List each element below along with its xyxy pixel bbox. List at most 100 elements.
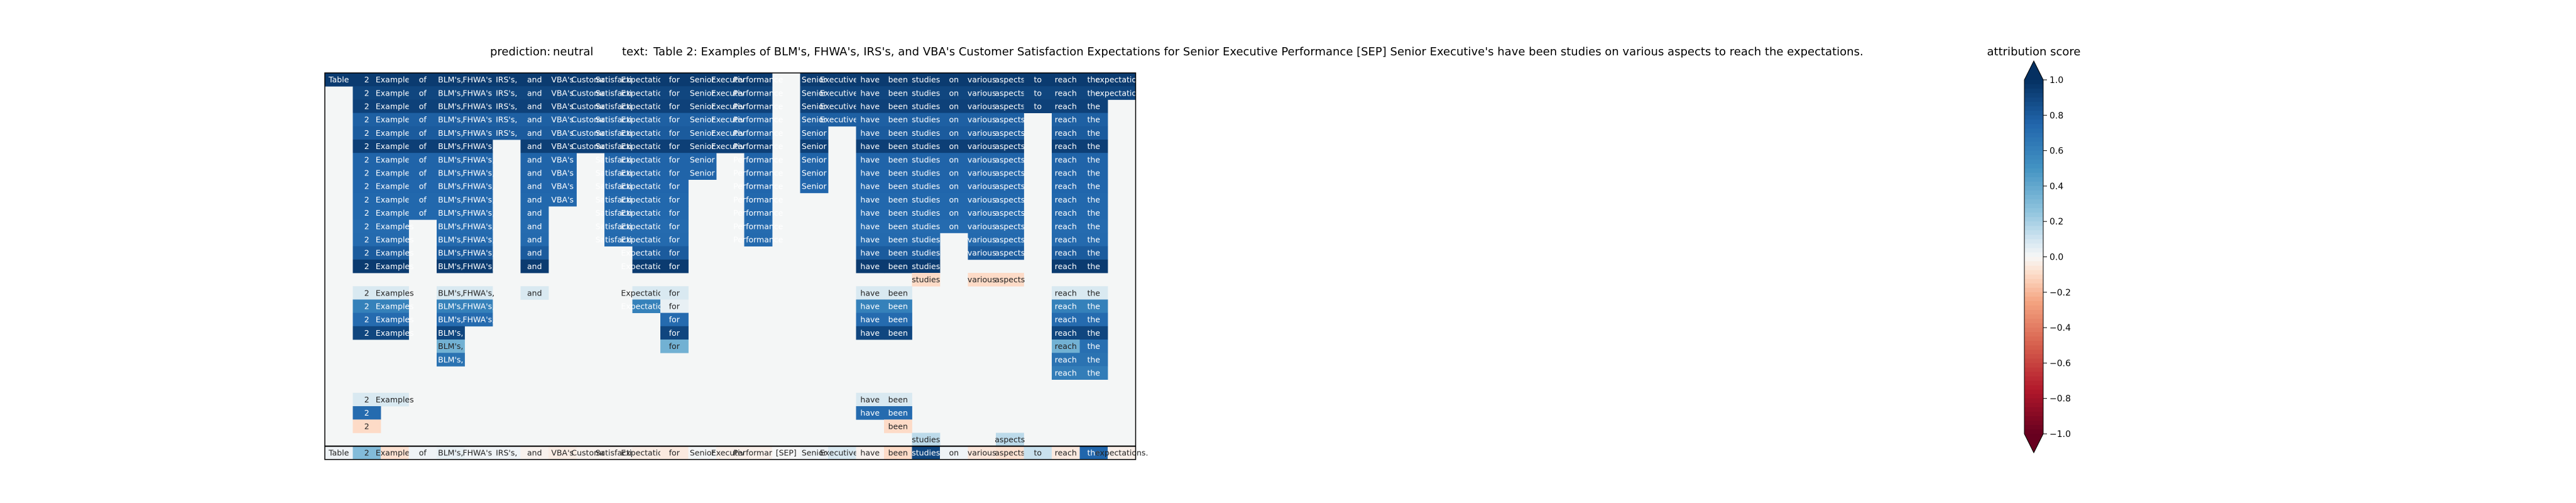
cell-fill xyxy=(548,179,577,194)
cell-fill xyxy=(1052,326,1080,340)
cell-token-label: 2 xyxy=(364,448,369,458)
cell-fill xyxy=(520,113,549,127)
heatmap-cell: Expectations xyxy=(621,126,672,140)
cell-fill xyxy=(604,126,633,140)
cell-fill xyxy=(352,192,381,207)
heatmap-cell: the xyxy=(1079,259,1108,274)
cell-token-label: Customer xyxy=(571,141,610,151)
cell-token-label: FHWA's, xyxy=(462,315,494,324)
heatmap-cell: FHWA's, xyxy=(462,153,494,167)
heatmap-cell: BLM's, xyxy=(437,166,465,180)
cell-token-label: various xyxy=(968,195,996,204)
cell-fill xyxy=(940,126,968,140)
cell-token-label: have xyxy=(860,262,880,271)
cell-token-label: the xyxy=(1087,182,1100,191)
cell-token-label: Performance xyxy=(733,195,783,204)
heatmap-cell: BLM's, xyxy=(437,86,465,100)
cell-token-label: studies xyxy=(912,182,940,191)
cell-token-label: 2 xyxy=(364,248,369,258)
cell-fill xyxy=(632,113,661,127)
cell-fill xyxy=(884,206,912,220)
heatmap-cell: reach xyxy=(1052,86,1080,100)
heatmap-cell: FHWA's, xyxy=(462,126,494,140)
cell-fill xyxy=(548,153,577,167)
cell-token-label: and xyxy=(527,448,542,458)
cell-token-label: FHWA's, xyxy=(462,141,494,151)
cell-fill xyxy=(604,73,633,87)
cell-token-label: Senior xyxy=(690,169,716,178)
cell-fill xyxy=(1052,233,1080,246)
colorbar-band xyxy=(2024,199,2043,204)
cell-fill xyxy=(744,153,773,167)
cell-token-label: have xyxy=(860,448,880,458)
cell-fill xyxy=(912,219,941,233)
heatmap-cell: BLM's, xyxy=(437,233,465,246)
cell-token-label: been xyxy=(888,315,908,324)
cell-fill xyxy=(352,446,381,460)
cell-token-label: aspects xyxy=(995,275,1025,284)
heatmap-cell: have xyxy=(856,179,885,194)
heatmap-cells: Table 2 Examples of BLM's, FHWA's, IRS's, and VB… xyxy=(325,73,1148,446)
cell-token-label: Satisfaction xyxy=(596,102,641,111)
cell-token-label: the xyxy=(1087,75,1100,84)
cell-fill xyxy=(464,86,493,100)
cell-token-label: studies xyxy=(912,128,940,138)
cell-token-label: Senior xyxy=(802,115,827,124)
cell-fill xyxy=(856,153,885,167)
heatmap-cell: have xyxy=(856,312,885,327)
cell-token-label: various xyxy=(968,155,996,164)
cell-token-label: studies xyxy=(912,435,940,445)
cell-fill xyxy=(884,446,912,460)
cell-fill xyxy=(408,153,437,167)
cell-fill xyxy=(352,259,381,274)
cell-fill xyxy=(381,99,409,113)
cell-token-label: VBA's xyxy=(551,169,574,178)
heatmap-cell: various xyxy=(968,153,996,167)
cell-token-label: reach xyxy=(1055,102,1077,111)
heatmap-cell: Senior xyxy=(800,73,829,87)
cell-token-label: reach xyxy=(1055,302,1077,311)
heatmap-cell: for xyxy=(660,113,689,127)
cell-fill xyxy=(996,219,1024,233)
cell-fill xyxy=(940,153,968,167)
cell-fill xyxy=(912,246,941,260)
heatmap-cell: Satisfaction xyxy=(596,73,641,87)
cell-token-label: Expectations xyxy=(621,169,672,178)
cell-fill xyxy=(352,326,381,340)
cell-token-label: of xyxy=(419,75,427,84)
colorbar-tick-label: −0.4 xyxy=(2049,323,2071,333)
cell-token-label: BLM's, xyxy=(438,355,463,364)
cell-token-label: Executive's xyxy=(820,102,865,111)
cell-fill xyxy=(1052,206,1080,220)
heatmap-cell: reach xyxy=(1052,340,1080,353)
cell-fill xyxy=(968,166,996,180)
cell-fill xyxy=(381,326,409,340)
heatmap-cell: been xyxy=(884,206,912,220)
heatmap-cell: studies xyxy=(912,73,941,87)
cell-fill xyxy=(1079,140,1108,153)
heatmap-cell: Performance xyxy=(733,166,783,180)
cell-fill xyxy=(520,233,549,246)
cell-token-label: and xyxy=(527,182,542,191)
heatmap-cell: have xyxy=(856,299,885,313)
heatmap-cell: BLM's, xyxy=(437,140,465,153)
cell-fill xyxy=(968,86,996,100)
cell-fill xyxy=(632,153,661,167)
cell-token-label: FHWA's, xyxy=(462,115,494,124)
cell-fill xyxy=(437,259,465,274)
heatmap-cell: have xyxy=(856,392,885,407)
heatmap-cell: Satisfaction xyxy=(596,99,641,113)
cell-fill xyxy=(437,206,465,220)
cell-token-label: 2 xyxy=(364,315,369,324)
cell-fill xyxy=(632,126,661,140)
cell-fill xyxy=(1079,86,1108,100)
cell-fill xyxy=(744,192,773,207)
cell-token-label: for xyxy=(669,141,680,151)
cell-fill xyxy=(437,86,465,100)
heatmap-cell: FHWA's, xyxy=(462,166,494,180)
cell-token-label: Executive xyxy=(711,141,750,151)
cell-token-label: Executive's xyxy=(820,448,865,458)
cell-token-label: studies xyxy=(912,141,940,151)
cell-token-label: FHWA's, xyxy=(462,288,494,297)
cell-fill xyxy=(604,153,633,167)
